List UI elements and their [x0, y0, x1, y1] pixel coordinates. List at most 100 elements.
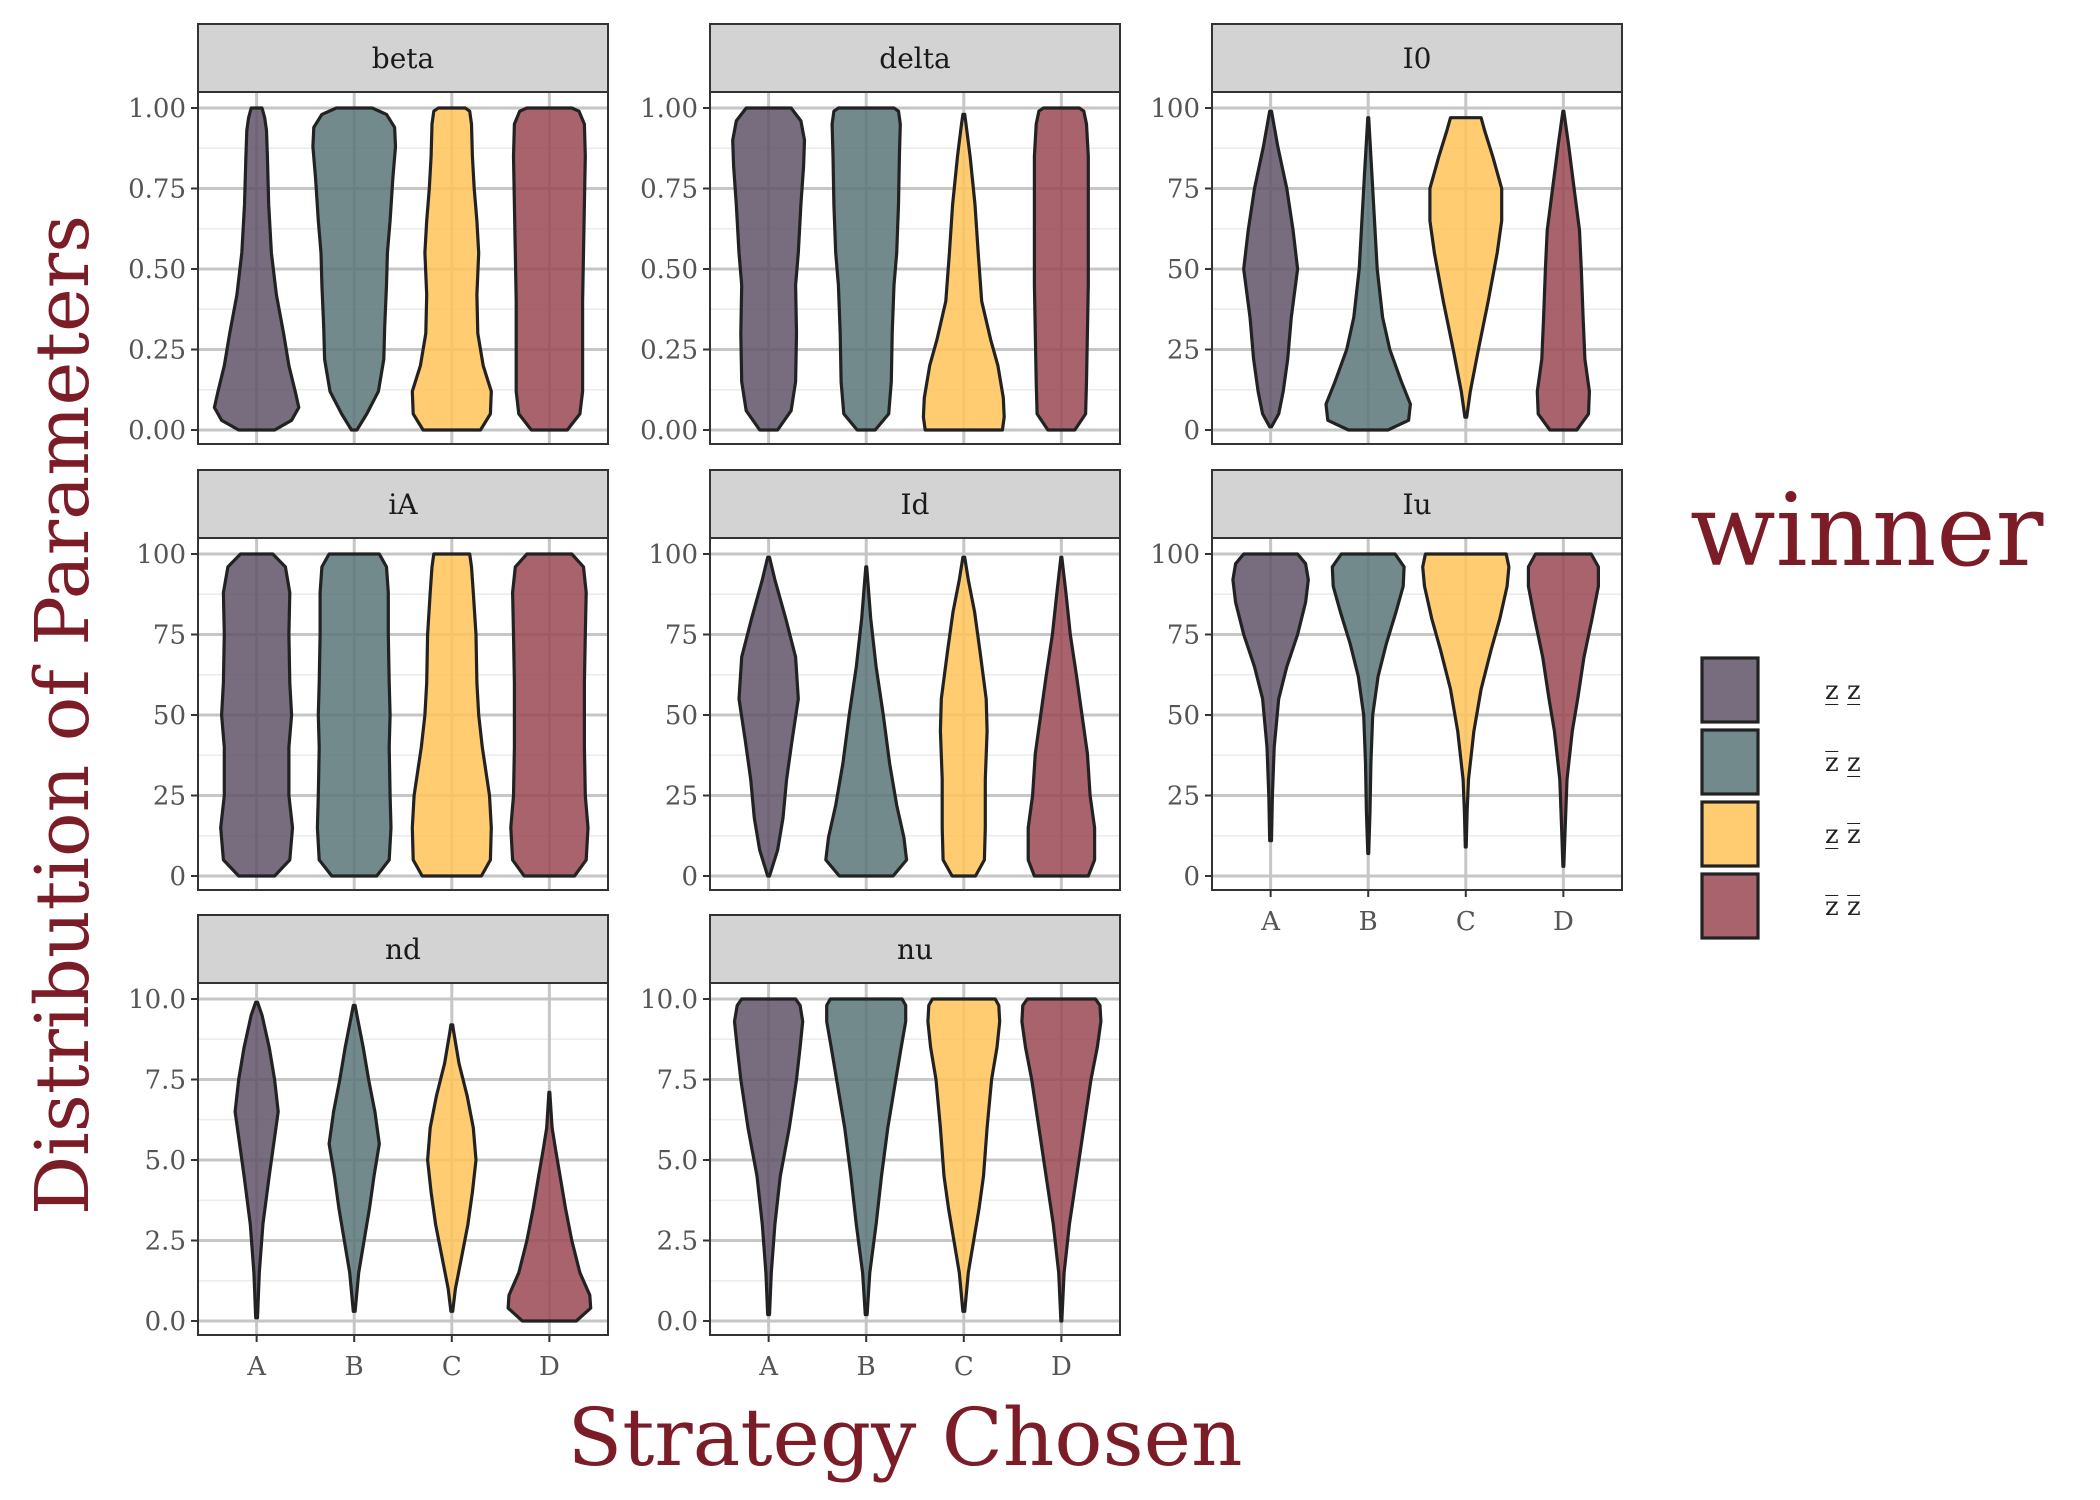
violin-beta-B — [311, 106, 398, 432]
panel-strip-label: iA — [388, 488, 418, 521]
legend-label: z̲ z̅ — [1825, 820, 1861, 850]
y-tick-label: 0 — [1183, 862, 1200, 892]
y-tick-label: 2.5 — [145, 1227, 186, 1257]
y-tick-label: 75 — [665, 621, 698, 651]
legend-title: winner — [1690, 472, 2044, 589]
violin-nd-C — [426, 1023, 478, 1313]
panel-border — [709, 982, 1121, 1336]
violin-Id-B — [824, 565, 909, 878]
y-tick-label: 100 — [136, 540, 186, 570]
y-tick-label: 0.25 — [128, 336, 186, 366]
violin-iA-D — [509, 552, 590, 878]
violin-beta-A — [212, 106, 301, 432]
violin-iA-B — [315, 552, 393, 878]
y-tick-label: 50 — [153, 701, 186, 731]
panel-strip — [1211, 23, 1623, 93]
panel-delta: delta 0.00 0.25 0.50 0.75 1.00 — [640, 23, 1121, 446]
violin-nu-B — [825, 997, 908, 1317]
violin-nd-D — [506, 1090, 593, 1323]
violin-iA-C — [410, 552, 493, 878]
y-tick-label: 0.0 — [145, 1307, 186, 1337]
panel-nu: nu 0.0 2.5 5.0 7.5 10.0 A B C D — [640, 914, 1121, 1382]
panel-border — [197, 91, 609, 445]
x-tick-label: B — [857, 1352, 876, 1382]
y-tick-label: 50 — [1167, 255, 1200, 285]
y-tick-label: 10.0 — [640, 985, 698, 1015]
x-tick-label: C — [954, 1352, 974, 1382]
panel-I0: I0 0 25 50 75 100 — [1150, 23, 1623, 446]
y-tick-label: 1.00 — [640, 94, 698, 124]
y-tick-label: 0 — [169, 862, 186, 892]
violin-iA-A — [219, 552, 295, 878]
violin-delta-D — [1032, 106, 1090, 432]
y-tick-label: 1.00 — [128, 94, 186, 124]
x-tick-label: D — [539, 1352, 560, 1382]
y-tick-label: 0.50 — [128, 255, 186, 285]
panel-strip — [197, 914, 609, 984]
panel-strip-label: nd — [385, 933, 421, 966]
legend-keys: z̲ z̲ z̅ z̲ z̲ z̅ z̅ z̅ — [1697, 654, 1861, 942]
violin-delta-C — [921, 112, 1006, 432]
violin-I0-A — [1242, 109, 1300, 429]
y-tick-label: 0.75 — [128, 175, 186, 205]
y-tick-label: 7.5 — [657, 1066, 698, 1096]
violin-beta-D — [511, 106, 587, 432]
y-tick-label: 0.50 — [640, 255, 698, 285]
violin-I0-B — [1324, 116, 1412, 432]
violin-nu-A — [732, 997, 805, 1317]
violin-delta-B — [830, 106, 902, 432]
panel-strip-label: beta — [372, 42, 434, 75]
panel-border — [197, 537, 609, 891]
y-tick-label: 50 — [1167, 701, 1200, 731]
y-tick-label: 0.0 — [657, 1307, 698, 1337]
legend-swatch — [1700, 728, 1760, 796]
violin-Iu-A — [1231, 552, 1310, 843]
y-axis-title: Distribution of Parameters — [20, 215, 106, 1215]
y-tick-label: 100 — [1150, 94, 1200, 124]
violin-delta-A — [731, 106, 807, 432]
violin-nd-A — [233, 1000, 280, 1320]
y-tick-label: 5.0 — [657, 1146, 698, 1176]
y-tick-label: 75 — [1167, 175, 1200, 205]
panel-Id: Id 0 25 50 75 100 — [648, 469, 1121, 892]
panel-nd: nd 0.0 2.5 5.0 7.5 10.0 A B C D — [128, 914, 609, 1382]
y-tick-label: 75 — [1167, 621, 1200, 651]
y-tick-label: 10.0 — [128, 985, 186, 1015]
panel-strip-label: Iu — [1402, 488, 1431, 521]
facet-panels: beta0.000.250.500.751.00delta0.000.250.5… — [128, 23, 1623, 1382]
y-tick-label: 7.5 — [145, 1066, 186, 1096]
y-tick-label: 0.75 — [640, 175, 698, 205]
violin-Iu-C — [1421, 552, 1511, 849]
x-tick-label: D — [1553, 907, 1574, 937]
legend: winner z̲ z̲ z̅ z̲ z̲ z̅ z̅ z̅ — [1690, 472, 2044, 942]
y-tick-label: 0.00 — [128, 416, 186, 446]
panel-beta: beta 0.00 0.25 0.50 0.75 1.00 — [128, 23, 609, 446]
y-tick-label: 25 — [1167, 782, 1200, 812]
panel-strip-label: delta — [879, 42, 950, 75]
y-tick-label: 5.0 — [145, 1146, 186, 1176]
x-tick-label: A — [758, 1352, 779, 1382]
y-tick-label: 0.00 — [640, 416, 698, 446]
x-tick-label: D — [1051, 1352, 1072, 1382]
violin-beta-C — [410, 106, 493, 432]
panel-border — [1211, 537, 1623, 891]
y-tick-label: 0.25 — [640, 336, 698, 366]
x-tick-label: A — [246, 1352, 267, 1382]
y-tick-label: 2.5 — [657, 1227, 698, 1257]
x-tick-label: C — [1456, 907, 1476, 937]
panel-border — [709, 91, 1121, 445]
y-tick-label: 0 — [681, 862, 698, 892]
legend-label: z̅ z̅ — [1825, 892, 1861, 922]
legend-swatch — [1700, 872, 1760, 940]
y-tick-label: 0 — [1183, 416, 1200, 446]
panel-strip-label: I0 — [1403, 42, 1432, 75]
y-tick-label: 25 — [1167, 336, 1200, 366]
panel-strip-label: Id — [901, 488, 930, 521]
legend-label: z̲ z̲ — [1825, 676, 1861, 706]
violin-nu-C — [926, 997, 1002, 1313]
x-tick-label: B — [1359, 907, 1378, 937]
violin-nu-D — [1020, 997, 1103, 1323]
panel-border — [197, 982, 609, 1336]
violin-Id-D — [1026, 555, 1097, 878]
